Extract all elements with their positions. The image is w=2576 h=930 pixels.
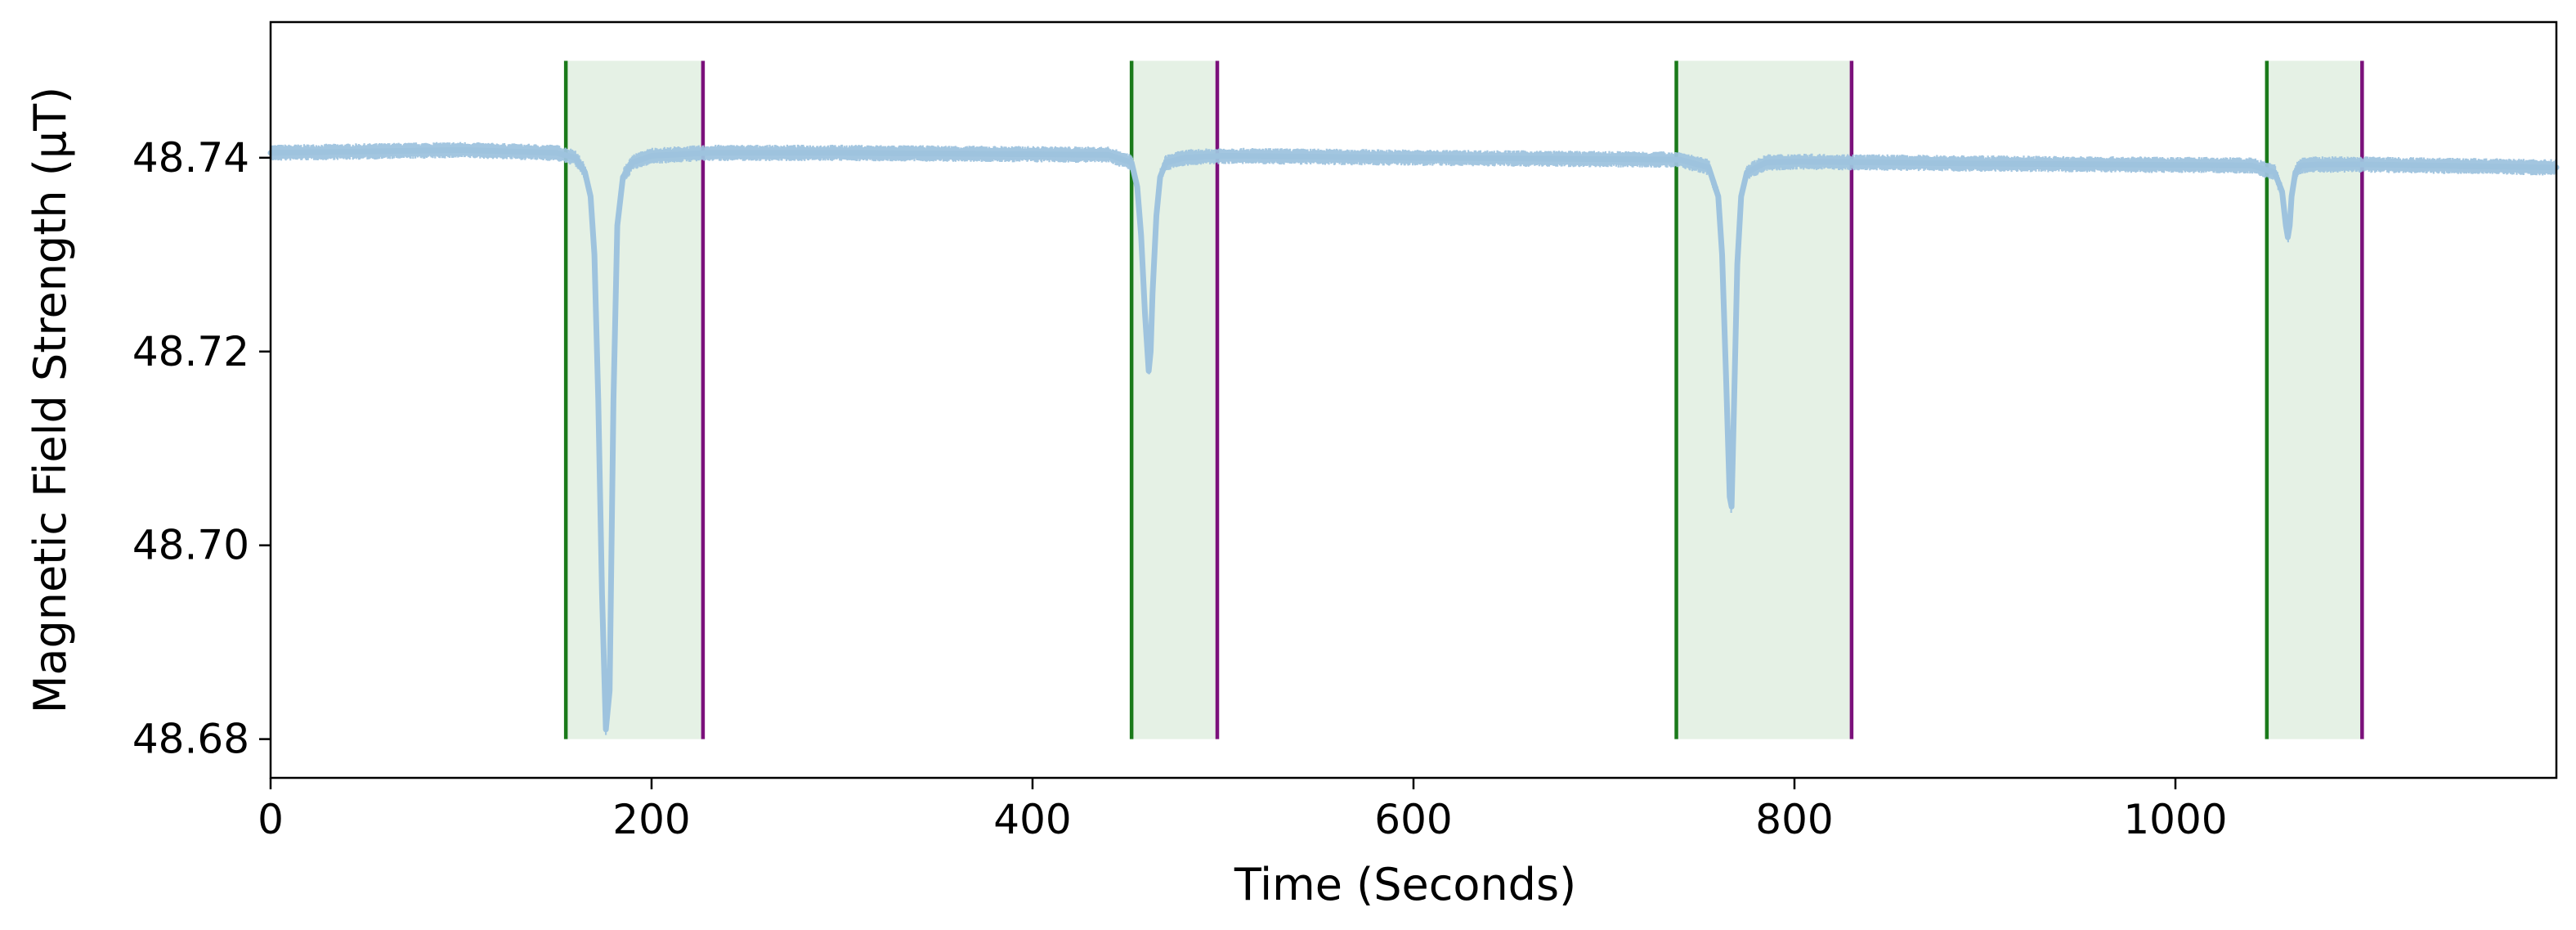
series-line [267, 146, 2560, 733]
event-region-2 [1131, 61, 1218, 739]
x-tick-label: 400 [993, 796, 1071, 843]
event-region-3 [1676, 61, 1852, 739]
event-region-4 [2266, 61, 2363, 739]
y-axis-label: Magnetic Field Strength (μT) [25, 87, 76, 713]
x-tick-label: 600 [1374, 796, 1452, 843]
x-tick-label: 1000 [2123, 796, 2227, 843]
event-regions [563, 61, 2364, 739]
x-tick-label: 800 [1755, 796, 1833, 843]
y-axis: 48.68 48.70 48.72 48.74 [132, 134, 271, 763]
x-tick-label: 200 [612, 796, 690, 843]
y-tick-label: 48.70 [132, 522, 249, 569]
y-tick-label: 48.72 [132, 328, 249, 375]
y-tick-label: 48.68 [132, 716, 249, 763]
x-axis-label: Time (Seconds) [1234, 859, 1576, 910]
x-tick-label: 0 [258, 796, 284, 843]
x-axis: 0 200 400 600 800 1000 [258, 778, 2228, 843]
y-tick-label: 48.74 [132, 134, 249, 182]
event-region-1 [566, 61, 703, 739]
